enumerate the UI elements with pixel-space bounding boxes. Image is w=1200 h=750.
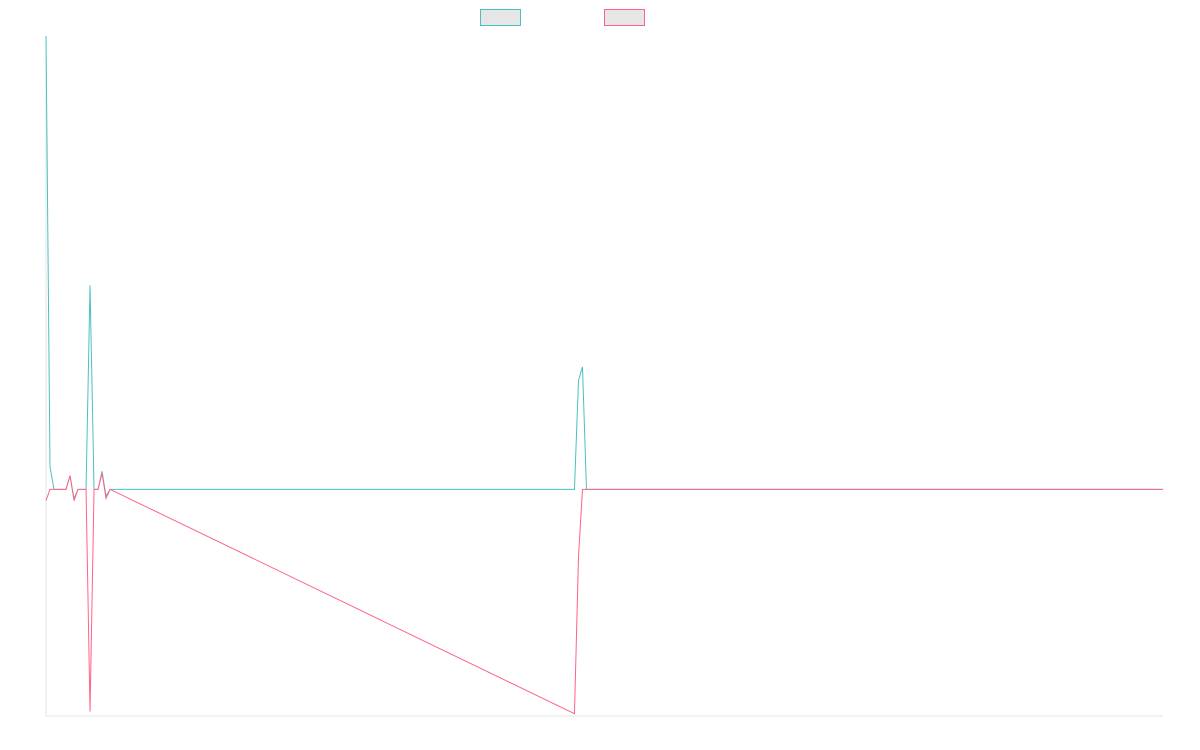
series-line-2[interactable] [45,473,1163,715]
series-group [45,35,1163,715]
axes [45,36,1163,717]
legend-swatch-series-2[interactable] [604,9,645,26]
series-line-1[interactable] [45,35,1163,501]
legend-swatch-series-1[interactable] [480,9,521,26]
legend [480,9,645,26]
